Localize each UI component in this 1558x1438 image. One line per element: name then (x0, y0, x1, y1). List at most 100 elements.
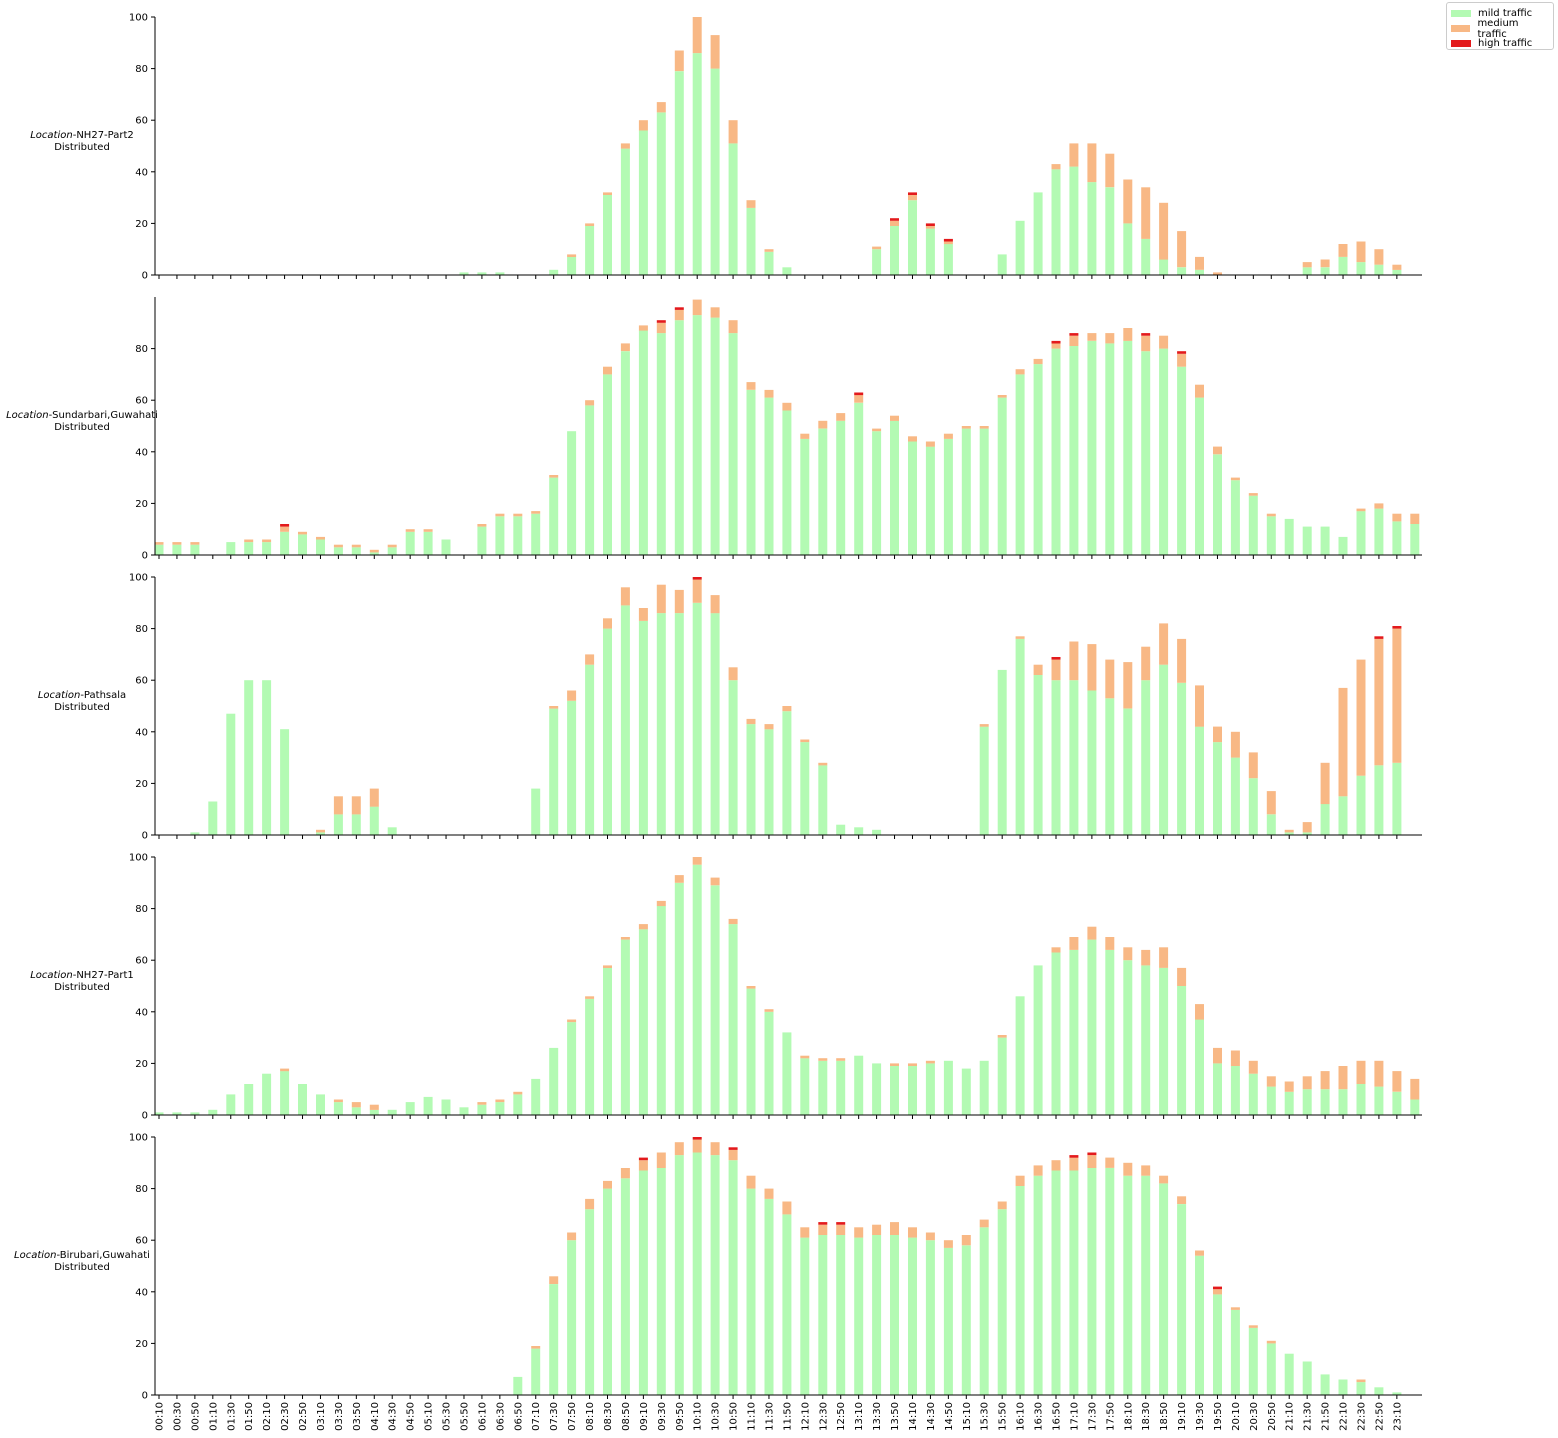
bar-medium-2-8 (298, 531, 307, 535)
bar-medium-1-32 (728, 120, 738, 144)
bar-mild-4-64 (1302, 1089, 1312, 1115)
bar-mild-5-41 (890, 1235, 899, 1395)
bar-mild-3-10 (333, 814, 343, 835)
bar-medium-2-70 (1410, 513, 1420, 524)
panel-label-name: -Sundarbari,Guwahati (49, 410, 158, 421)
bar-mild-4-4 (226, 1094, 236, 1115)
bar-mild-1-44 (943, 244, 953, 275)
bar-medium-3-48 (1015, 636, 1025, 639)
bar-medium-2-67 (1356, 508, 1366, 512)
panel-label: Location-NH27-Part2 (30, 130, 134, 141)
panel-2: 0 20 40 60 80 Location-Sundarbari,GuwahatiDis… (6, 297, 1422, 562)
bar-mild-2-31 (710, 317, 720, 555)
bar-mild-5-38 (836, 1235, 846, 1395)
bar-medium-5-49 (1033, 1165, 1043, 1176)
bar-mild-4-35 (782, 1032, 792, 1115)
bar-mild-5-53 (1105, 1168, 1115, 1395)
bar-mild-4-24 (585, 998, 595, 1115)
bar-mild-3-62 (1266, 814, 1276, 835)
bar-mild-5-62 (1266, 1343, 1276, 1395)
x-tick-label: 01:10 (208, 1402, 219, 1431)
bar-medium-1-33 (746, 200, 756, 208)
bar-mild-4-59 (1213, 1063, 1222, 1115)
bar-high-2-28 (656, 320, 666, 323)
bar-mild-3-69 (1392, 762, 1402, 835)
bar-mild-4-69 (1392, 1091, 1402, 1115)
bar-mild-2-30 (692, 315, 702, 555)
bar-mild-3-9 (316, 832, 325, 835)
bar-mild-2-1 (172, 544, 182, 555)
bar-medium-5-67 (1356, 1379, 1366, 1383)
bar-mild-2-4 (226, 542, 236, 555)
x-tick-label: 18:30 (1141, 1402, 1152, 1431)
bar-mild-3-67 (1356, 775, 1366, 835)
bar-mild-1-24 (585, 226, 595, 275)
bar-mild-2-37 (818, 428, 828, 555)
bar-medium-4-28 (656, 900, 666, 907)
bar-medium-3-60 (1230, 731, 1240, 758)
bar-mild-3-51 (1069, 680, 1079, 835)
bar-mild-4-61 (1248, 1073, 1258, 1115)
bar-mild-3-28 (656, 613, 666, 835)
bar-medium-4-36 (800, 1055, 810, 1059)
bar-mild-3-13 (387, 827, 397, 835)
bar-medium-3-46 (979, 724, 989, 727)
bar-mild-5-21 (531, 1348, 541, 1395)
x-tick-label: 11:30 (764, 1402, 775, 1431)
bar-medium-3-35 (782, 706, 792, 712)
panel-label-italic: Location (14, 1250, 56, 1261)
bar-medium-2-39 (854, 395, 864, 403)
bar-mild-4-57 (1177, 986, 1187, 1115)
bar-medium-1-53 (1105, 153, 1115, 188)
panel-label-line2: Distributed (54, 982, 110, 993)
bar-mild-5-24 (585, 1209, 595, 1395)
x-tick-label: 14:10 (908, 1402, 919, 1431)
bar-medium-1-40 (872, 246, 882, 250)
bar-medium-2-9 (316, 536, 325, 540)
bar-mild-3-37 (818, 765, 828, 835)
y-tick-label: 100 (129, 573, 148, 584)
bar-high-1-43 (925, 223, 935, 226)
bar-medium-2-61 (1248, 493, 1258, 496)
bar-medium-1-31 (710, 35, 720, 69)
bar-medium-5-46 (979, 1219, 989, 1228)
bar-mild-4-1 (172, 1112, 182, 1115)
bar-medium-2-50 (1051, 343, 1061, 349)
y-tick-label: 20 (135, 499, 148, 510)
bar-medium-4-55 (1141, 949, 1151, 966)
bar-mild-4-65 (1320, 1089, 1330, 1115)
bar-mild-4-33 (746, 988, 756, 1115)
bar-high-5-51 (1069, 1155, 1079, 1158)
bar-mild-1-26 (620, 148, 630, 275)
bar-medium-4-27 (638, 924, 648, 930)
y-tick-label: 0 (142, 831, 148, 842)
bar-mild-5-31 (710, 1155, 720, 1395)
bar-high-3-68 (1374, 636, 1384, 639)
x-tick-label: 03:50 (352, 1402, 363, 1431)
bar-medium-2-33 (746, 382, 756, 390)
bar-medium-3-56 (1159, 623, 1169, 665)
bar-medium-2-52 (1087, 333, 1097, 341)
legend-item-medium: medium traffic (1451, 18, 1549, 40)
bar-mild-4-9 (316, 1094, 325, 1115)
bar-mild-5-43 (925, 1240, 935, 1395)
bar-medium-3-12 (369, 788, 379, 807)
bar-medium-5-50 (1051, 1160, 1061, 1171)
bar-mild-2-39 (854, 402, 864, 555)
bar-mild-4-44 (943, 1060, 953, 1115)
bar-mild-4-32 (728, 924, 738, 1115)
bar-medium-2-6 (262, 539, 272, 543)
bar-medium-2-58 (1195, 384, 1204, 398)
bar-medium-1-50 (1051, 164, 1061, 170)
y-tick-label: 60 (135, 956, 148, 967)
bar-medium-3-64 (1302, 822, 1312, 833)
x-tick-label: 05:50 (459, 1402, 470, 1431)
bar-mild-2-10 (333, 547, 343, 555)
bar-medium-2-48 (1015, 369, 1025, 375)
bar-mild-5-55 (1141, 1175, 1151, 1395)
x-tick-label: 04:50 (406, 1402, 417, 1431)
panel-1: 0 20 40 60 80 100 Location-NH27-Part2Distribut… (30, 13, 1422, 282)
bar-mild-3-32 (728, 680, 738, 835)
bar-mild-1-34 (764, 251, 774, 275)
bar-mild-2-62 (1266, 516, 1276, 555)
